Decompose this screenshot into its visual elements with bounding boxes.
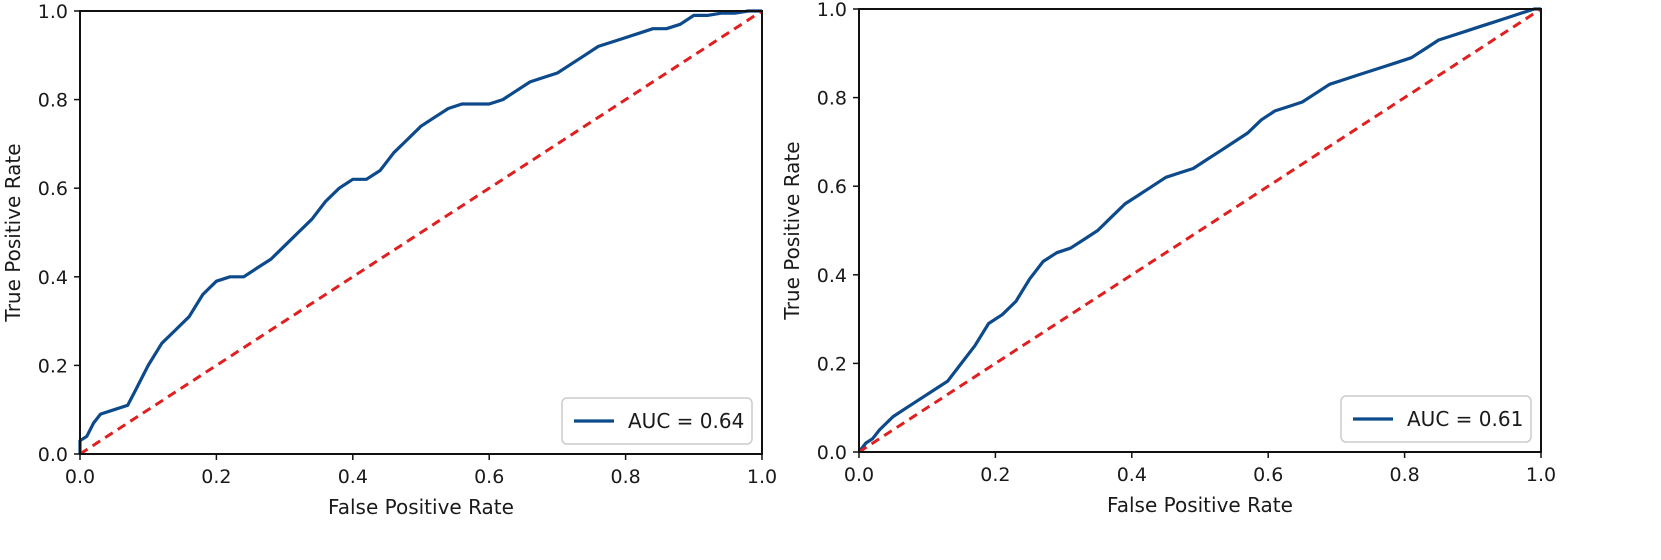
x-tick-label: 0.6 <box>474 466 504 488</box>
x-tick-label: 0.8 <box>1389 464 1419 486</box>
legend-box <box>561 397 753 445</box>
x-tick-label: 1.0 <box>1526 464 1556 486</box>
legend-label: AUC = 0.64 <box>628 409 744 433</box>
plot-frame <box>858 8 1542 453</box>
y-tick-label: 0.6 <box>817 176 847 198</box>
x-tick-label: 0.8 <box>610 466 640 488</box>
y-tick-label: 1.0 <box>817 0 847 21</box>
x-tick-label: 1.0 <box>747 466 777 488</box>
y-tick-label: 0.8 <box>38 90 68 112</box>
plot-frame <box>79 10 763 455</box>
legend-label: AUC = 0.61 <box>1407 407 1523 431</box>
roc-curve-line <box>857 7 1541 453</box>
x-tick-label: 0.6 <box>1253 464 1283 486</box>
y-axis-title: True Positive Rate <box>780 141 804 320</box>
y-tick-label: 0.0 <box>38 444 68 466</box>
chance-diagonal-line <box>858 7 1542 454</box>
x-tick-label: 0.2 <box>980 464 1010 486</box>
legend: AUC = 0.61 <box>1340 395 1532 443</box>
y-tick-label: 0.2 <box>38 355 68 377</box>
roc-chart-left: 0.0 0.2 0.4 0.6 0.8 1.0 0.0 0.2 0.4 0.6 0.8 1.0 Fa… <box>1 1 777 519</box>
x-tick-label: 0.0 <box>65 466 95 488</box>
x-axis-title: False Positive Rate <box>1107 493 1293 517</box>
roc-curve-line <box>78 9 762 454</box>
y-tick-label: 0.8 <box>817 88 847 110</box>
y-tick-label: 0.0 <box>817 442 847 464</box>
y-tick-label: 1.0 <box>38 1 68 23</box>
y-tick-label: 0.2 <box>817 353 847 375</box>
y-tick-label: 0.6 <box>38 178 68 200</box>
x-tick-label: 0.2 <box>201 466 231 488</box>
x-tick-label: 0.4 <box>1117 464 1147 486</box>
x-tick-label: 0.0 <box>844 464 874 486</box>
y-axis-title: True Positive Rate <box>1 143 25 322</box>
y-tick-label: 0.4 <box>817 265 847 287</box>
legend: AUC = 0.64 <box>561 397 753 445</box>
legend-box <box>1340 395 1532 443</box>
roc-chart-right: 0.0 0.2 0.4 0.6 0.8 1.0 0.0 0.2 0.4 0.6 0.8 1.0 Fa… <box>780 0 1556 517</box>
x-tick-label: 0.4 <box>338 466 368 488</box>
chance-diagonal-line <box>79 9 763 456</box>
x-axis-title: False Positive Rate <box>328 495 514 519</box>
y-tick-label: 0.4 <box>38 267 68 289</box>
